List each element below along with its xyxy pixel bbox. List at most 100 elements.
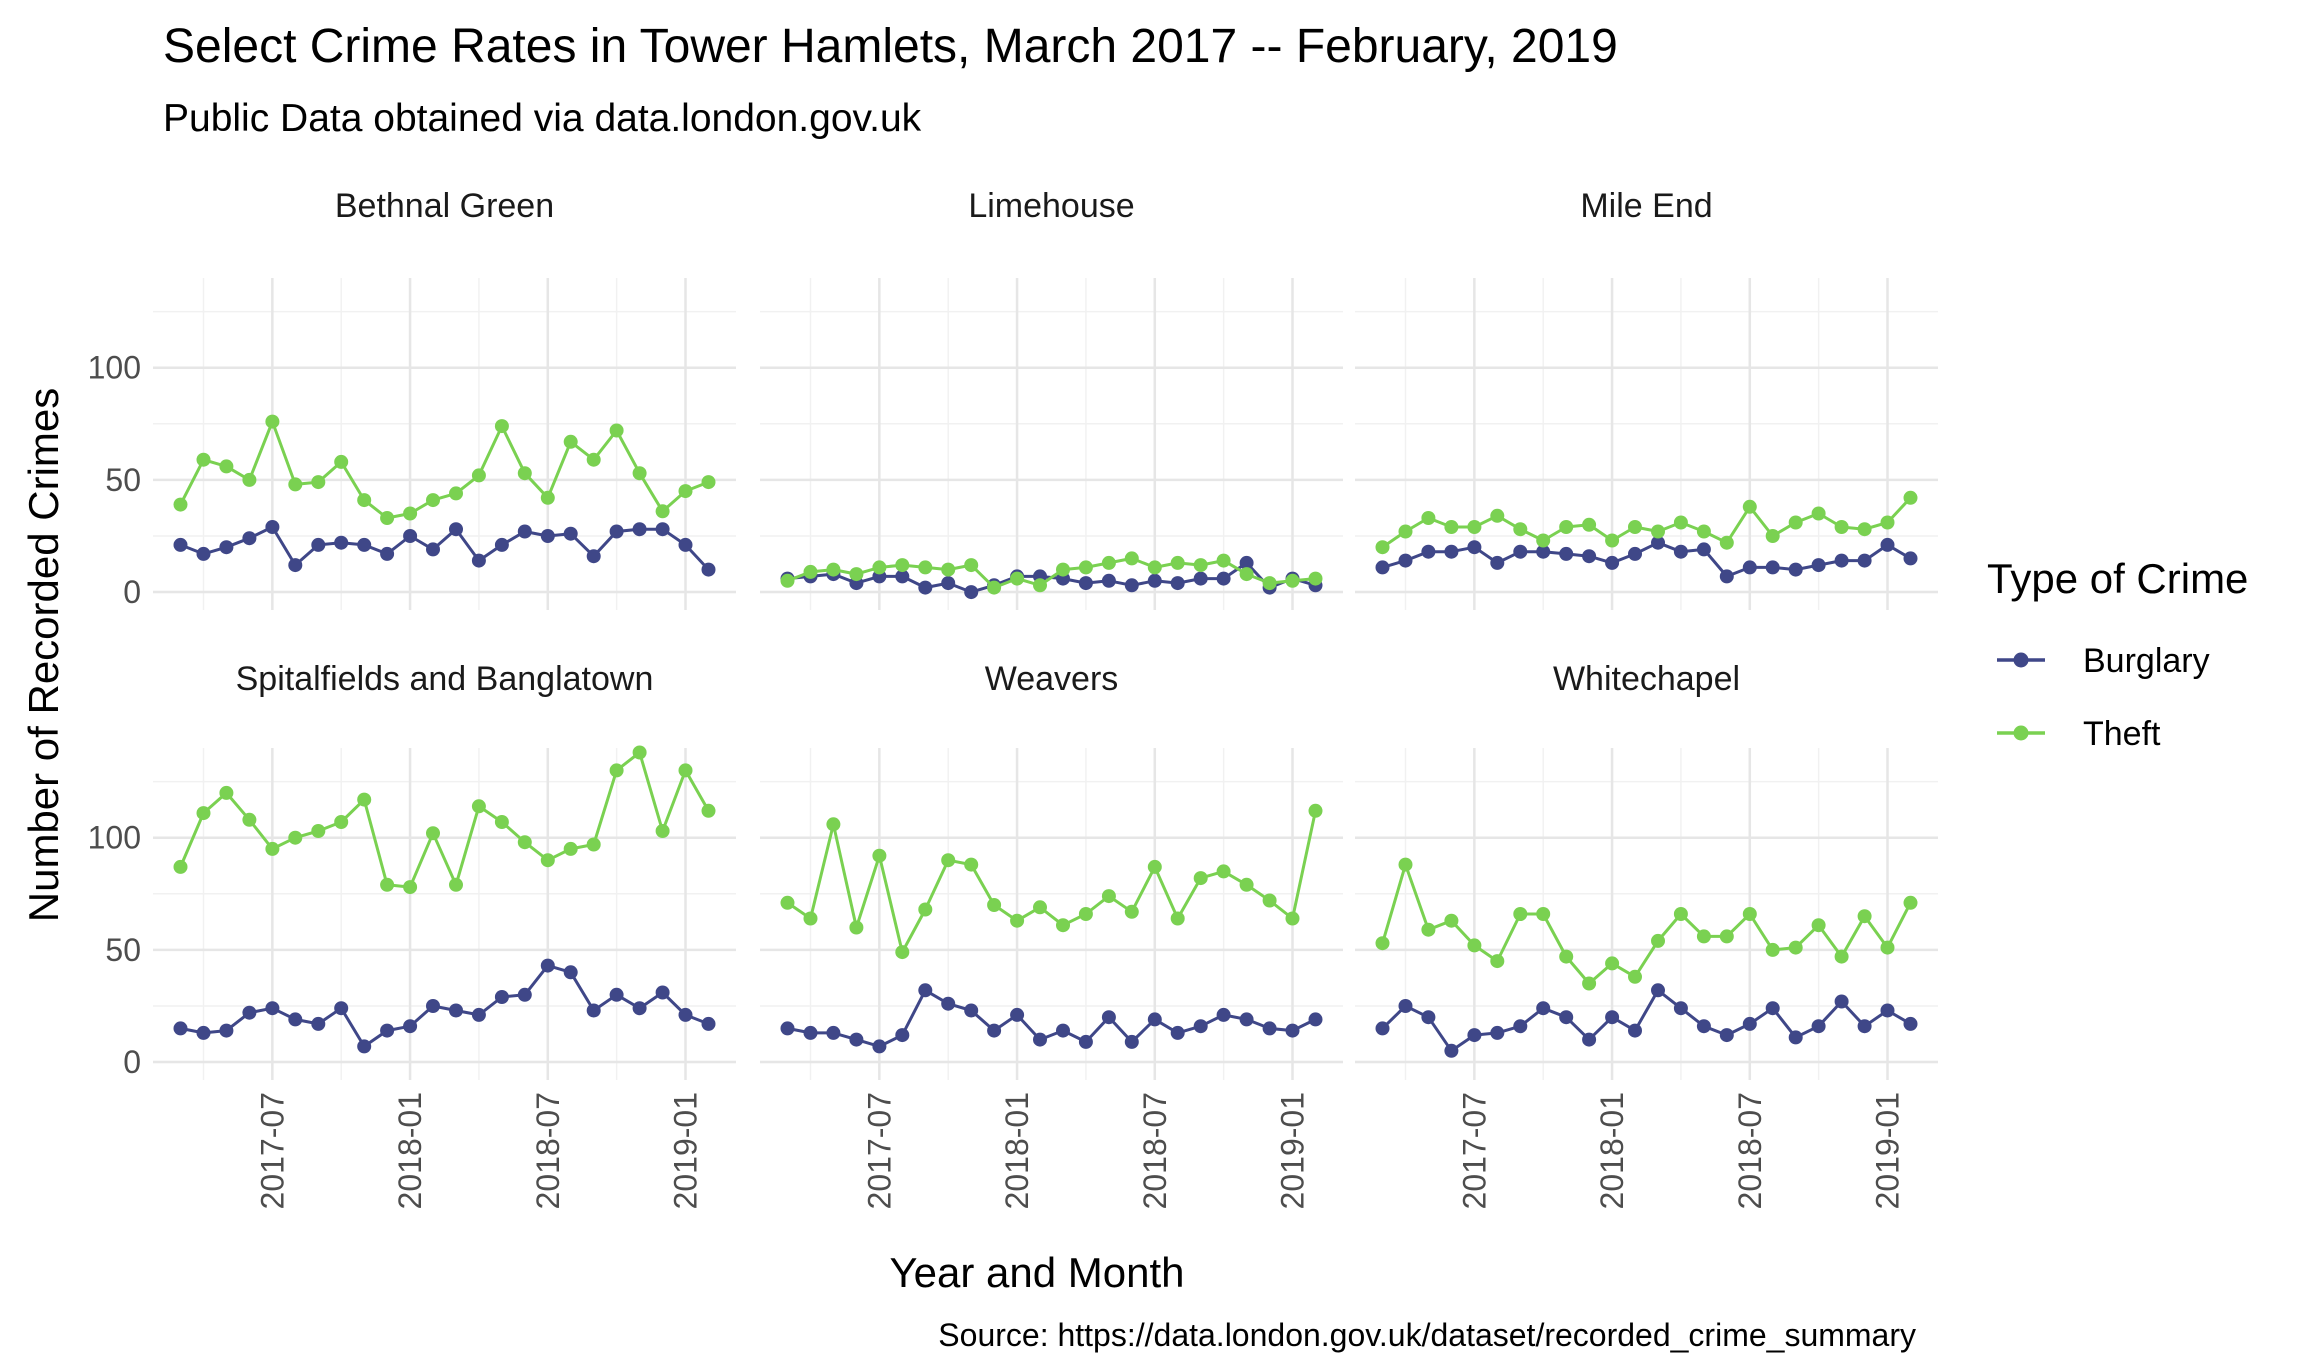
data-point-burglary bbox=[1651, 983, 1665, 998]
data-point-theft bbox=[1239, 567, 1254, 582]
data-point-theft bbox=[964, 857, 979, 872]
data-point-burglary bbox=[1628, 546, 1642, 561]
data-point-burglary bbox=[1262, 1021, 1277, 1036]
data-point-burglary bbox=[1765, 1001, 1780, 1016]
data-point-burglary bbox=[1033, 1032, 1047, 1047]
legend-item-theft: Theft bbox=[1997, 715, 2161, 753]
data-point-burglary bbox=[918, 983, 933, 998]
data-point-theft bbox=[872, 848, 887, 863]
x-tick-label: 2017-07 bbox=[1456, 1092, 1492, 1209]
data-point-burglary bbox=[1582, 1032, 1597, 1047]
data-point-theft bbox=[1170, 911, 1185, 926]
data-point-theft bbox=[1559, 520, 1574, 534]
data-point-theft bbox=[1559, 949, 1574, 964]
data-point-theft bbox=[941, 853, 956, 868]
data-point-theft bbox=[540, 853, 555, 868]
data-point-burglary bbox=[334, 1001, 349, 1016]
data-point-theft bbox=[1467, 520, 1482, 534]
data-point-burglary bbox=[1811, 1019, 1826, 1034]
data-point-burglary bbox=[1444, 1043, 1459, 1058]
data-point-theft bbox=[403, 880, 418, 895]
data-point-theft bbox=[196, 452, 211, 467]
data-point-burglary bbox=[1375, 1021, 1390, 1036]
data-point-theft bbox=[586, 452, 601, 467]
data-point-burglary bbox=[1101, 573, 1116, 588]
data-point-theft bbox=[918, 560, 933, 575]
data-point-theft bbox=[826, 562, 841, 577]
data-point-burglary bbox=[895, 569, 910, 584]
x-tick-label: 2019-01 bbox=[668, 1092, 704, 1209]
data-point-burglary bbox=[1719, 1028, 1734, 1043]
data-point-theft bbox=[701, 475, 716, 490]
data-point-burglary bbox=[1857, 1019, 1872, 1034]
data-point-theft bbox=[1033, 900, 1047, 915]
data-point-theft bbox=[1582, 517, 1597, 532]
data-point-theft bbox=[1651, 524, 1665, 539]
data-point-burglary bbox=[1193, 1019, 1208, 1034]
data-point-burglary bbox=[380, 546, 395, 561]
data-point-burglary bbox=[1147, 1012, 1162, 1027]
data-point-theft bbox=[1628, 969, 1642, 984]
data-point-theft bbox=[987, 898, 1002, 912]
data-point-burglary bbox=[964, 1003, 979, 1018]
data-point-burglary bbox=[678, 537, 693, 552]
data-point-burglary bbox=[1582, 549, 1597, 564]
data-point-burglary bbox=[1811, 558, 1826, 573]
panel-spitalfields-and-banglatown: Spitalfields and Banglatown 0 50 100 2017-07… bbox=[88, 660, 736, 1209]
data-point-burglary bbox=[1536, 544, 1551, 559]
data-point-theft bbox=[173, 497, 188, 512]
data-point-burglary bbox=[1239, 1012, 1254, 1027]
data-point-burglary bbox=[1536, 1001, 1551, 1016]
data-point-theft bbox=[1903, 490, 1918, 505]
data-point-burglary bbox=[1010, 1007, 1025, 1022]
data-point-theft bbox=[288, 830, 303, 845]
data-point-burglary bbox=[1559, 1010, 1574, 1025]
y-tick-label: 0 bbox=[123, 1044, 141, 1080]
data-point-theft bbox=[1651, 933, 1665, 948]
data-point-burglary bbox=[403, 1019, 418, 1034]
data-point-theft bbox=[1398, 857, 1413, 872]
data-point-theft bbox=[1719, 535, 1734, 550]
data-point-theft bbox=[288, 477, 303, 492]
data-point-theft bbox=[471, 799, 486, 814]
series-line-burglary-weavers bbox=[787, 988, 1317, 1048]
data-point-theft bbox=[357, 493, 372, 508]
data-point-burglary bbox=[334, 535, 349, 550]
data-point-burglary bbox=[1239, 555, 1254, 570]
data-point-burglary bbox=[1308, 1012, 1323, 1027]
data-point-burglary bbox=[563, 965, 578, 980]
data-point-theft bbox=[826, 817, 841, 832]
data-point-theft bbox=[1262, 576, 1277, 591]
data-point-theft bbox=[357, 792, 372, 807]
data-point-burglary bbox=[242, 531, 257, 546]
data-point-burglary bbox=[265, 520, 280, 534]
data-point-theft bbox=[1582, 976, 1597, 991]
x-tick-label: 2018-01 bbox=[1594, 1092, 1630, 1209]
y-tick-label: 50 bbox=[105, 932, 141, 968]
legend-title: Type of Crime bbox=[1987, 555, 2248, 602]
data-point-theft bbox=[678, 763, 693, 778]
data-point-theft bbox=[1421, 922, 1436, 937]
x-tick-label: 2018-07 bbox=[530, 1092, 566, 1209]
data-point-burglary bbox=[1788, 562, 1803, 577]
data-point-theft bbox=[1903, 895, 1918, 910]
data-point-theft bbox=[173, 859, 188, 874]
data-point-burglary bbox=[701, 562, 716, 577]
data-point-burglary bbox=[987, 1023, 1002, 1038]
series-line-burglary-mile-end bbox=[1382, 541, 1912, 578]
data-point-theft bbox=[803, 564, 818, 579]
data-point-theft bbox=[1513, 907, 1528, 921]
data-point-theft bbox=[1308, 803, 1323, 818]
data-point-burglary bbox=[964, 585, 979, 600]
data-point-burglary bbox=[311, 1016, 326, 1031]
data-point-theft bbox=[1834, 520, 1849, 534]
data-point-burglary bbox=[1559, 546, 1574, 561]
data-point-burglary bbox=[849, 1032, 864, 1047]
data-point-theft bbox=[1078, 907, 1093, 921]
data-point-theft bbox=[632, 466, 647, 481]
facet-label-weavers: Weavers bbox=[985, 660, 1119, 698]
data-point-burglary bbox=[196, 546, 211, 561]
data-point-burglary bbox=[380, 1023, 395, 1038]
data-point-burglary bbox=[1078, 1034, 1093, 1049]
